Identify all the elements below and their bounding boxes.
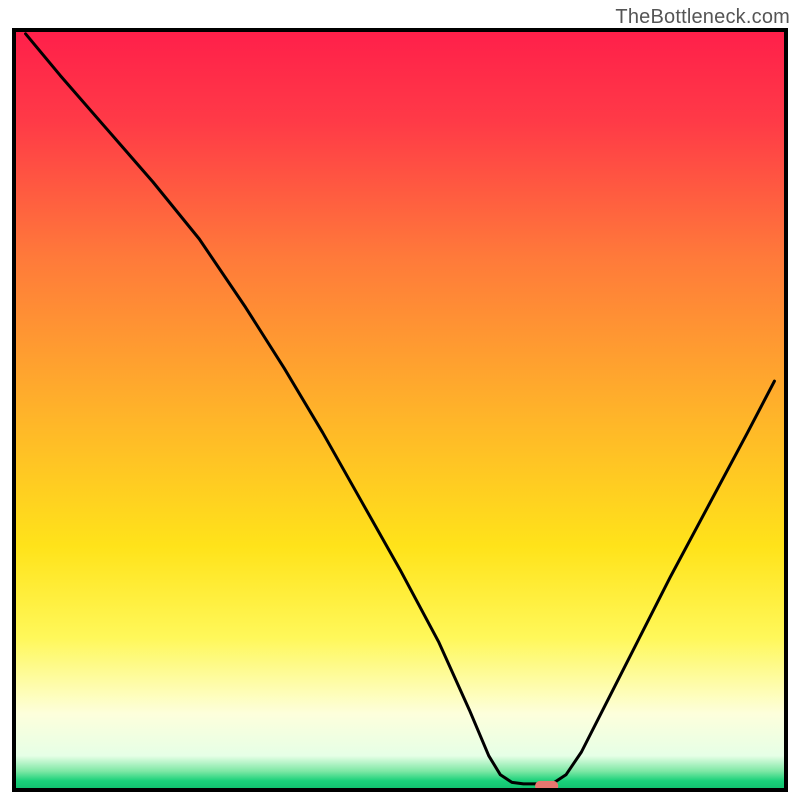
- watermark-text: TheBottleneck.com: [615, 6, 790, 29]
- bottleneck-chart: [0, 0, 800, 800]
- bottleneck-chart-container: TheBottleneck.com: [0, 0, 800, 800]
- chart-plot-background: [14, 30, 786, 790]
